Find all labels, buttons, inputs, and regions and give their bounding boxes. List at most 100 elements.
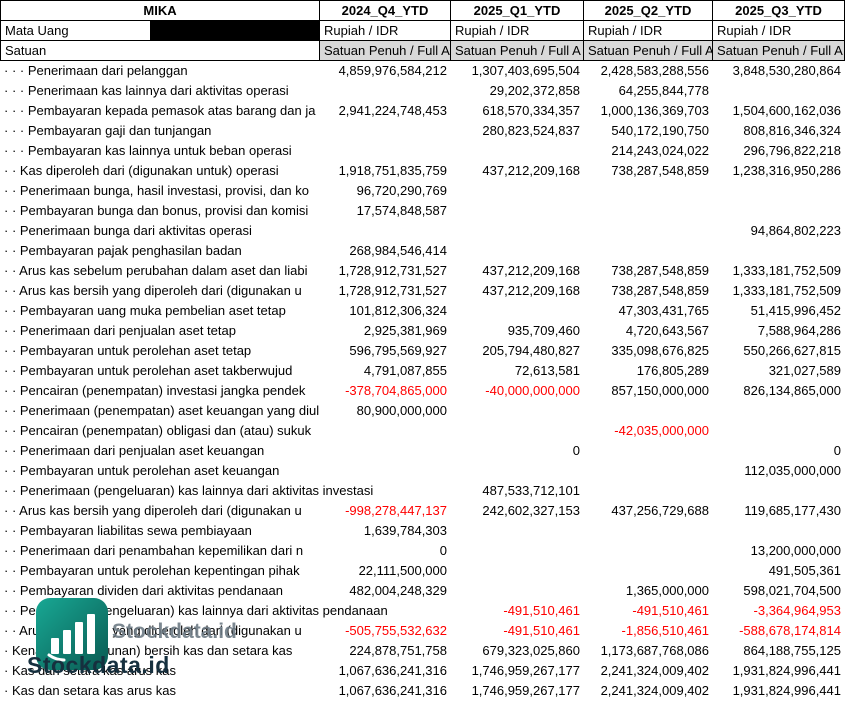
value-cell: [320, 461, 451, 481]
black-filled-cell: [150, 21, 319, 40]
table-row: · Kas dan setara kas arus kas 1,067,636,2…: [0, 681, 845, 701]
currency-value: Rupiah / IDR: [584, 21, 713, 41]
currency-value: Rupiah / IDR: [320, 21, 451, 41]
row-label: · · Penerimaan dari penjualan aset keuan…: [4, 443, 265, 458]
value-cell: 112,035,000,000: [744, 463, 841, 478]
value-cell: 491,505,361: [768, 563, 841, 578]
table-row: · · · Penerimaan dari pelanggan 4,859,976…: [0, 61, 845, 81]
value-cell: 437,256,729,688: [611, 503, 709, 518]
row-label: · · Arus kas bersih yang diperoleh dari …: [4, 503, 302, 518]
value-cell: 214,243,024,022: [611, 143, 709, 158]
table-row: · · Pembayaran liabilitas sewa pembiayaa…: [0, 521, 845, 541]
table-row: · · · Pembayaran kepada pemasok atas bar…: [0, 101, 845, 121]
row-label: · · Kas diperoleh dari (digunakan untuk)…: [4, 163, 279, 178]
value-cell: 80,900,000,000: [356, 403, 447, 418]
value-cell: 51,415,996,452: [750, 303, 841, 318]
table-row: · · Pembayaran untuk perolehan aset keua…: [0, 461, 845, 481]
row-label: · · Pembayaran uang muka pembelian aset …: [4, 303, 286, 318]
value-cell: -1,856,510,461: [621, 623, 709, 638]
value-cell: 826,134,865,000: [743, 383, 841, 398]
table-row: · · Penerimaan bunga, hasil investasi, p…: [0, 181, 845, 201]
value-cell: 0: [572, 443, 580, 458]
value-cell: 64,255,844,778: [618, 83, 709, 98]
value-cell: -491,510,461: [503, 603, 580, 618]
value-cell: 2,241,324,009,402: [600, 683, 709, 698]
value-cell: -3,364,964,953: [753, 603, 841, 618]
value-cell: 1,746,959,267,177: [471, 663, 580, 678]
value-cell: [584, 441, 713, 461]
value-cell: 7,588,964,286: [757, 323, 841, 338]
value-cell: 738,287,548,859: [611, 283, 709, 298]
row-label: · · Penerimaan bunga, hasil investasi, p…: [4, 183, 309, 198]
value-cell: 857,150,000,000: [611, 383, 709, 398]
row-label: · · Penerimaan (penempatan) aset keuanga…: [4, 403, 320, 418]
row-label: · · Penerimaan dari penambahan kepemilik…: [4, 543, 304, 558]
value-cell: 1,746,959,267,177: [471, 683, 580, 698]
column-header-q1-2025: 2025_Q1_YTD: [451, 0, 584, 21]
value-cell: 3,848,530,280,864: [732, 63, 841, 78]
value-cell: 1,918,751,835,759: [338, 163, 447, 178]
value-cell: 679,323,025,860: [482, 643, 580, 658]
value-cell: 618,570,334,357: [482, 103, 580, 118]
value-cell: -491,510,461: [503, 623, 580, 638]
value-cell: -588,678,174,814: [739, 623, 841, 638]
value-cell: 935,709,460: [507, 323, 580, 338]
unit-value: Satuan Penuh / Full A: [584, 41, 713, 61]
value-cell: 72,613,581: [514, 363, 580, 378]
table-row: · Kenaikan (penurunan) bersih kas dan se…: [0, 641, 845, 661]
table-row: · · · Penerimaan kas lainnya dari aktivi…: [0, 81, 845, 101]
row-label: · · Pencairan (penempatan) obligasi dan …: [4, 423, 312, 438]
table-row: · · Arus kas bersih yang diperoleh dari …: [0, 281, 845, 301]
value-cell: 1,067,636,241,316: [338, 683, 447, 698]
value-cell: 596,795,569,927: [349, 343, 447, 358]
value-cell: [451, 241, 584, 261]
row-label: · · · Pembayaran kepada pemasok atas bar…: [4, 103, 316, 118]
value-cell: [584, 461, 713, 481]
value-cell: 4,859,976,584,212: [338, 63, 447, 78]
row-label: · Kas dan setara kas arus kas: [4, 663, 176, 678]
table-row: · Kas dan setara kas arus kas 1,067,636,2…: [0, 661, 845, 681]
value-cell: [584, 481, 713, 501]
value-cell: -998,278,447,137: [345, 503, 447, 518]
row-label: · · Penerimaan (pengeluaran) kas lainnya…: [4, 483, 374, 498]
row-label: · · · Penerimaan kas lainnya dari aktivi…: [4, 83, 289, 98]
value-cell: 205,794,480,827: [482, 343, 580, 358]
value-cell: 2,241,324,009,402: [600, 663, 709, 678]
cashflow-table-body: · · · Penerimaan dari pelanggan 4,859,976…: [0, 61, 845, 701]
value-cell: [584, 241, 713, 261]
row-label: · · Arus kas bersih yang diperoleh dari …: [4, 623, 302, 638]
value-cell: [451, 301, 584, 321]
table-row: · · Pembayaran dividen dari aktivitas pe…: [0, 581, 845, 601]
unit-value: Satuan Penuh / Full A: [320, 41, 451, 61]
unit-row: Satuan Satuan Penuh / Full A Satuan Penu…: [0, 41, 845, 61]
table-row: · · · Pembayaran gaji dan tunjangan 280,8…: [0, 121, 845, 141]
value-cell: 1,639,784,303: [363, 523, 447, 538]
table-row: · · Kas diperoleh dari (digunakan untuk)…: [0, 161, 845, 181]
currency-label-cell: Mata Uang: [0, 21, 320, 41]
unit-label: Satuan: [0, 41, 320, 61]
table-row: · · · Pembayaran kas lainnya untuk beban…: [0, 141, 845, 161]
value-cell: 1,173,687,768,086: [600, 643, 709, 658]
row-label: · · Penerimaan (pengeluaran) kas lainnya…: [4, 603, 388, 618]
table-row: · · Penerimaan dari penjualan aset tetap…: [0, 321, 845, 341]
value-cell: [584, 541, 713, 561]
currency-value: Rupiah / IDR: [713, 21, 845, 41]
value-cell: -505,755,532,632: [345, 623, 447, 638]
row-label: · · · Pembayaran kas lainnya untuk beban…: [4, 143, 292, 158]
value-cell: [713, 241, 845, 261]
value-cell: [713, 81, 845, 101]
value-cell: 296,796,822,218: [743, 143, 841, 158]
value-cell: 2,941,224,748,453: [338, 103, 447, 118]
row-label: · · · Pembayaran gaji dan tunjangan: [4, 123, 212, 138]
value-cell: 1,333,181,752,509: [732, 263, 841, 278]
value-cell: [584, 401, 713, 421]
value-cell: 550,266,627,815: [743, 343, 841, 358]
table-row: · · Pembayaran pajak penghasilan badan 26…: [0, 241, 845, 261]
value-cell: 176,805,289: [636, 363, 709, 378]
value-cell: 17,574,848,587: [356, 203, 447, 218]
value-cell: 2,925,381,969: [363, 323, 447, 338]
value-cell: 437,212,209,168: [482, 283, 580, 298]
value-cell: [451, 201, 584, 221]
unit-value: Satuan Penuh / Full A: [713, 41, 845, 61]
